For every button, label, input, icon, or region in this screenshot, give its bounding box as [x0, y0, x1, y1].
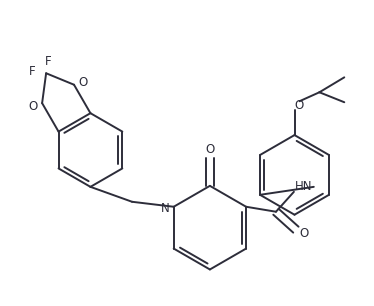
Text: O: O	[28, 100, 38, 113]
Text: HN: HN	[295, 180, 313, 193]
Text: N: N	[161, 202, 170, 215]
Text: O: O	[295, 99, 304, 112]
Text: O: O	[205, 143, 215, 155]
Text: F: F	[29, 65, 36, 78]
Text: F: F	[45, 55, 51, 68]
Text: O: O	[299, 227, 309, 240]
Text: O: O	[78, 76, 88, 89]
